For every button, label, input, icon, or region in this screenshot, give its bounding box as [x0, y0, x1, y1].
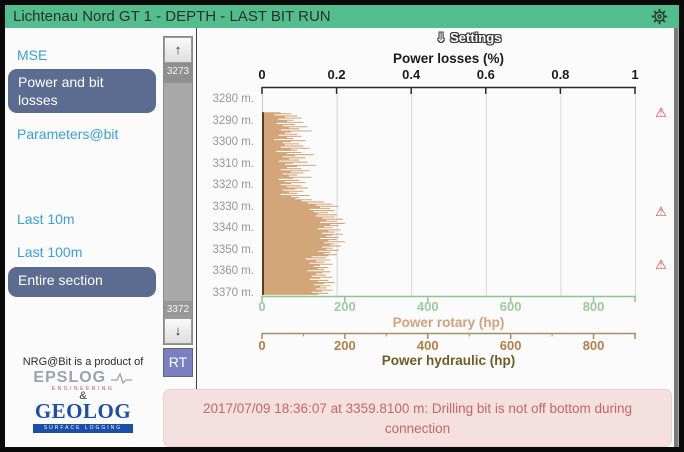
top-axis-tick-label: 0.8: [551, 67, 570, 82]
geolog-logo-text: GEOLOG: [34, 399, 132, 423]
rt-button[interactable]: RT: [163, 348, 193, 377]
pulse-line-icon: [110, 372, 132, 384]
settings-scroll-link[interactable]: ⇓ Settings: [282, 30, 655, 46]
settings-gear-icon[interactable]: [651, 8, 668, 25]
sidebar-item-entire-section[interactable]: Entire section: [8, 267, 156, 297]
sidebar-item-last-10m[interactable]: Last 10m: [17, 211, 75, 227]
rotary-axis-tick-label: 200: [334, 299, 356, 314]
rotary-axis-label: Power rotary (hp): [392, 315, 505, 330]
hydraulic-axis-tick-label: 400: [416, 338, 439, 353]
power-losses-axis-title: Power losses (%): [392, 51, 505, 66]
depth-tick-label: 3300 m.: [212, 136, 254, 149]
depth-tick-label: 3340 m.: [212, 222, 254, 235]
sidebar-divider: [196, 28, 197, 447]
epslog-logo: EPSLOG ENGINEERING: [18, 369, 148, 392]
scroll-down-button[interactable]: ↓: [164, 318, 192, 344]
geolog-logo: GEOLOG SURFACE LOGGING: [18, 399, 148, 433]
depth-tick-label: 3370 m.: [212, 286, 254, 299]
top-axis-tick-label: 1: [631, 67, 639, 82]
depth-tick-label: 3360 m.: [212, 265, 254, 278]
geolog-logo-subtext: SURFACE LOGGING: [33, 424, 133, 433]
sidebar-item-power-bit-losses[interactable]: Power and bit losses: [8, 69, 156, 113]
warning-triangle-icon[interactable]: ⚠: [655, 104, 667, 120]
depth-scrollbar[interactable]: ↑ 3273 3372 ↓: [163, 36, 193, 345]
sidebar-item-mse[interactable]: MSE: [17, 47, 48, 63]
alert-message-line: 2017/07/09 18:36:07 at 3359.8100 m: Dril…: [202, 401, 633, 416]
top-axis-tick-label: 0.2: [327, 67, 346, 82]
rotary-axis-tick-label: 800: [582, 299, 605, 314]
alert-message-line: connection: [384, 421, 451, 437]
rotary-axis-tick-label: 0: [258, 299, 266, 314]
depth-tick-label: 3290 m.: [212, 114, 254, 127]
window-title: Lichtenau Nord GT 1 - DEPTH - LAST BIT R…: [13, 8, 331, 25]
epslog-logo-text: EPSLOG: [33, 369, 107, 386]
product-tagline: NRG@Bit is a product of: [22, 356, 144, 368]
scroll-track[interactable]: [164, 83, 192, 301]
bottom-depth-label: 3372: [164, 301, 192, 318]
ampersand: &: [79, 390, 87, 402]
top-depth-label: 3273: [164, 63, 192, 83]
hydraulic-axis-tick-label: 200: [334, 338, 356, 353]
rotary-axis-tick-label: 600: [499, 299, 522, 314]
sidebar-item-last-100m[interactable]: Last 100m: [17, 244, 83, 260]
warning-triangle-icon[interactable]: ⚠: [655, 204, 667, 220]
depth-tick-label: 3310 m.: [212, 157, 254, 170]
scroll-up-button[interactable]: ↑: [164, 37, 192, 63]
hydraulic-axis-label: Power hydraulic (hp): [381, 353, 516, 368]
hydraulic-axis-tick-label: 0: [258, 338, 266, 353]
down-arrow-icon: ⇓: [435, 30, 447, 45]
top-axis-tick-label: 0: [258, 67, 266, 82]
rotary-axis-tick-label: 400: [416, 299, 439, 314]
title-bar: Lichtenau Nord GT 1 - DEPTH - LAST BIT R…: [5, 5, 679, 28]
sidebar-item-parameters-at-bit[interactable]: Parameters@bit: [17, 126, 119, 142]
top-axis-tick-label: 0.4: [402, 67, 421, 82]
epslog-logo-subtext: ENGINEERING: [51, 386, 115, 392]
hydraulic-axis-tick-label: 600: [499, 338, 522, 353]
right-scrollbar[interactable]: [674, 28, 679, 447]
alert-message-box: 2017/07/09 18:36:07 at 3359.8100 m: Dril…: [163, 389, 672, 447]
depth-tick-label: 3330 m.: [212, 200, 254, 213]
warning-triangle-icon[interactable]: ⚠: [655, 256, 667, 272]
top-axis-tick-label: 0.6: [476, 67, 495, 82]
depth-tick-label: 3350 m.: [212, 243, 254, 256]
depth-tick-label: 3320 m.: [212, 179, 254, 192]
settings-link-label: Settings: [450, 30, 502, 45]
depth-tick-label: 3280 m.: [212, 93, 254, 106]
hydraulic-axis-tick-label: 800: [582, 338, 605, 353]
